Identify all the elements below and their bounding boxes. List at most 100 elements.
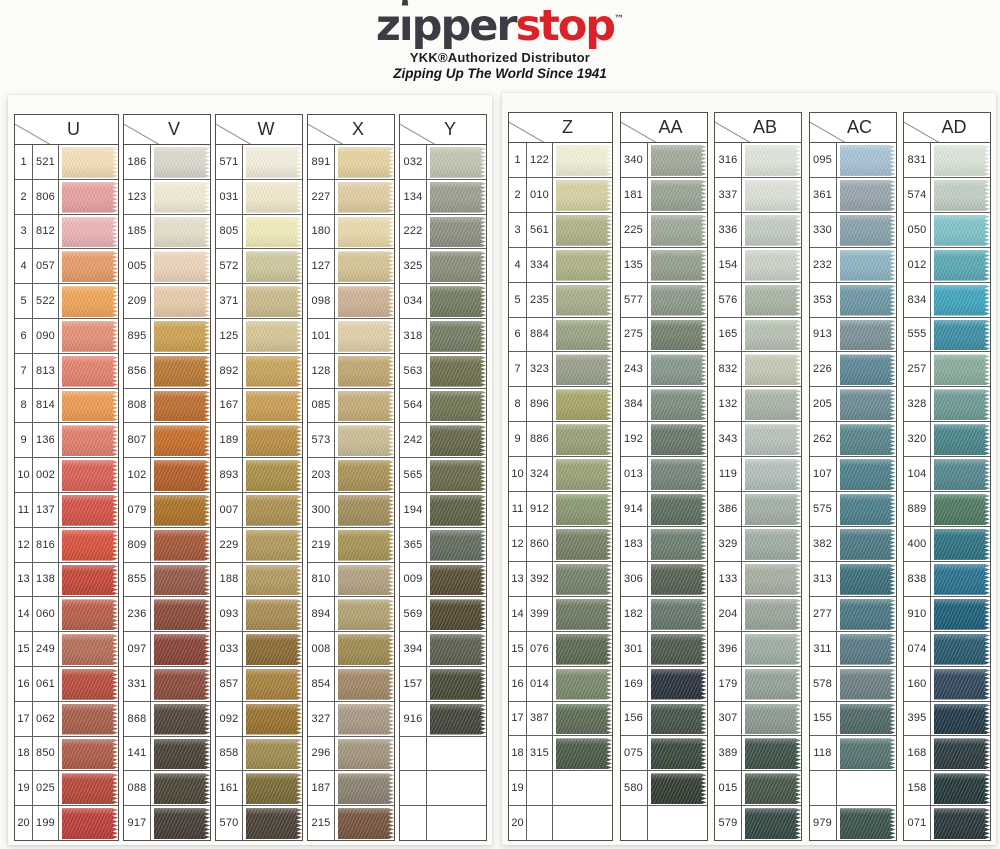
color-code: 188	[216, 562, 243, 597]
swatch-area	[931, 701, 990, 736]
color-row-X-8: 085	[308, 388, 394, 424]
color-row-AA-9: 192	[620, 422, 707, 458]
color-code: 313	[810, 561, 837, 596]
color-code: 323	[527, 352, 553, 387]
color-code: 134	[400, 179, 427, 214]
zipper-tape-swatch	[839, 389, 896, 421]
color-row-V-9: 807	[124, 423, 210, 459]
zipper-tape-swatch	[246, 216, 302, 248]
color-code: 857	[216, 666, 243, 701]
color-code: 300	[308, 492, 335, 527]
swatch-area	[151, 562, 210, 597]
row-number: 8	[509, 387, 527, 422]
color-code: 169	[621, 666, 648, 701]
swatch-area	[151, 492, 210, 527]
column-letter: Y	[443, 119, 456, 139]
color-code: 182	[621, 596, 648, 631]
swatch-area	[553, 526, 612, 561]
swatch-area	[836, 212, 896, 247]
swatch-area	[647, 317, 707, 352]
zipper-tape-swatch	[745, 633, 801, 665]
color-row-U-4: 4 057	[15, 249, 118, 285]
color-code: 157	[400, 666, 427, 701]
zipper-tape-swatch	[154, 251, 210, 283]
swatch-area	[59, 458, 118, 492]
swatch-area	[427, 562, 486, 597]
zipper-tape-swatch	[839, 179, 896, 211]
zipper-tape-swatch	[338, 529, 394, 561]
color-row-AD-7: 257	[904, 352, 990, 388]
color-code: 090	[33, 318, 59, 353]
swatch-area	[335, 388, 394, 423]
zipper-tape-swatch	[745, 738, 801, 770]
swatch-area	[427, 318, 486, 353]
swatch-area	[647, 631, 707, 666]
zipper-tape-swatch	[934, 633, 990, 665]
swatch-area	[59, 284, 118, 318]
zipper-tape-swatch	[556, 354, 612, 386]
color-row-W-6: 125	[216, 318, 302, 354]
color-code: 092	[216, 701, 243, 736]
swatch-area	[836, 596, 896, 631]
color-code: 097	[124, 632, 151, 666]
swatch-area	[553, 352, 612, 387]
zipper-tape-swatch	[338, 147, 394, 178]
zipper-tape-swatch	[246, 599, 302, 631]
color-code: 571	[216, 145, 243, 179]
color-code: 389	[715, 736, 742, 771]
color-code: 071	[904, 806, 931, 841]
swatch-area	[243, 666, 302, 701]
swatch-area	[742, 422, 801, 457]
swatch-area	[335, 249, 394, 284]
color-row-U-20: 20 199	[15, 806, 118, 840]
swatch-area	[427, 249, 486, 284]
zipper-tape-swatch	[62, 390, 118, 422]
swatch-area	[742, 212, 801, 247]
color-code: 832	[715, 352, 742, 387]
zipper-tape-swatch	[839, 494, 896, 525]
zipper-tape-swatch	[338, 634, 394, 665]
zipper-tape-swatch	[556, 459, 612, 491]
swatch-area	[335, 318, 394, 353]
zipper-tape-swatch	[934, 773, 990, 805]
color-code: 394	[400, 632, 427, 666]
color-row-AA-7: 243	[620, 352, 707, 388]
zipper-tape-swatch	[430, 599, 486, 631]
color-row-Z-14: 14 399	[509, 596, 612, 632]
color-row-AB-9: 343	[715, 422, 801, 458]
color-row-X-15: 008	[308, 632, 394, 667]
color-code: 014	[527, 666, 553, 701]
color-code: 856	[124, 353, 151, 388]
swatch-area	[243, 701, 302, 736]
color-row-AB-19: 015	[715, 771, 801, 807]
brand-header: zı pperstop™ YKK®Authorized Distributor Z…	[0, 0, 1000, 81]
row-number: 1	[15, 145, 33, 179]
color-row-U-13: 13 138	[15, 562, 118, 598]
zipper-tape-swatch	[650, 494, 707, 525]
swatch-area	[836, 736, 896, 771]
swatch-area	[931, 143, 990, 177]
color-row-V-1: 186	[124, 145, 210, 180]
color-row-AD-10: 104	[904, 457, 990, 493]
swatch-area	[59, 145, 118, 179]
swatch-area	[931, 771, 990, 806]
swatch-area	[59, 353, 118, 388]
swatch-area	[742, 352, 801, 387]
color-row-AD-11: 889	[904, 492, 990, 527]
color-code: 226	[810, 352, 837, 387]
zipper-tape-swatch	[650, 528, 707, 560]
zipper-tape-swatch	[745, 668, 801, 700]
zipper-tape-swatch	[430, 320, 486, 352]
zipper-tape-swatch	[745, 354, 801, 386]
color-row-X-10: 203	[308, 458, 394, 493]
color-row-X-19: 187	[308, 771, 394, 807]
color-row-AC-18: 118	[809, 736, 896, 772]
color-code: 855	[124, 562, 151, 597]
zipper-tape-swatch	[338, 773, 394, 805]
swatch-area	[553, 317, 612, 352]
color-code: 573	[308, 423, 335, 458]
zipper-tape-swatch	[154, 286, 210, 317]
color-row-X-2: 227	[308, 179, 394, 215]
swatch-area	[553, 596, 612, 631]
color-row-AA-6: 275	[620, 317, 707, 353]
